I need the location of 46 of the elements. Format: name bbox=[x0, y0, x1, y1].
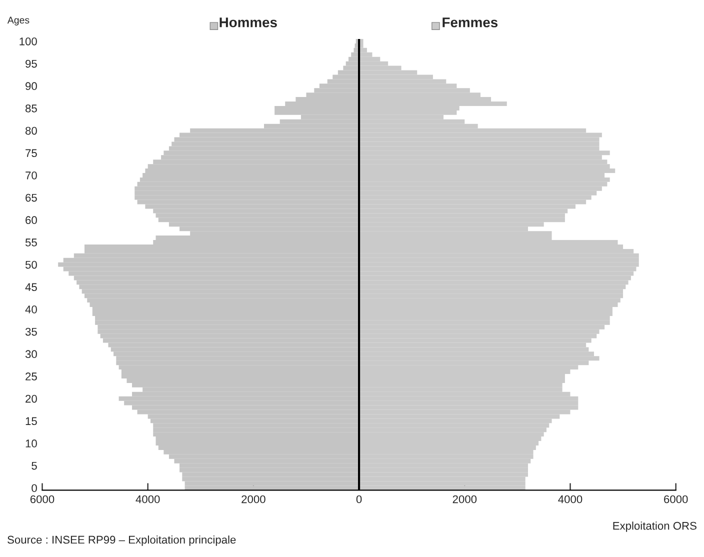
y-tick-label: 50 bbox=[25, 260, 37, 269]
bar bbox=[100, 334, 360, 338]
text: Exploitation ORS bbox=[613, 522, 696, 532]
bar bbox=[137, 200, 360, 204]
bar bbox=[359, 334, 597, 338]
y-tick-label: 35 bbox=[25, 328, 37, 336]
y-tick-label: 90 bbox=[26, 82, 37, 90]
y-tick-label: 95 bbox=[26, 60, 37, 68]
bar bbox=[359, 472, 528, 477]
x-tick-label: 4000 bbox=[136, 495, 160, 504]
y-axis-title: Ages bbox=[7, 16, 30, 26]
y-tick-label: 45 bbox=[25, 283, 37, 292]
y-tick-label: 10 bbox=[26, 440, 37, 448]
bar bbox=[184, 481, 360, 486]
y-tick-label: 100 bbox=[20, 37, 37, 46]
source-note: Source : INSEE RP99 – Exploitation principale bbox=[8, 536, 236, 546]
bar bbox=[359, 266, 636, 272]
x-tick-label: 2000 bbox=[452, 495, 477, 504]
bar bbox=[172, 142, 360, 146]
y-tick-label: 5 bbox=[32, 462, 37, 470]
bar bbox=[359, 132, 602, 138]
legend-label: Hommes bbox=[220, 18, 277, 28]
y-tick-label: 55 bbox=[25, 238, 37, 246]
bar bbox=[182, 472, 360, 477]
x-tick-label: 0 bbox=[356, 495, 362, 504]
x-tick-label: 4000 bbox=[558, 495, 582, 504]
x-tick-label: 2000 bbox=[242, 495, 266, 504]
bar bbox=[359, 405, 578, 410]
y-tick-label: 15 bbox=[26, 417, 37, 426]
y-tick-label: 40 bbox=[25, 306, 37, 314]
y-tick-label: 30 bbox=[25, 350, 37, 358]
y-tick-label: 65 bbox=[26, 194, 37, 202]
x-tick-label: 6000 bbox=[664, 495, 688, 504]
y-tick-label: 25 bbox=[26, 372, 37, 380]
x-tick-label: 6000 bbox=[30, 495, 54, 504]
legend-label: Femmes bbox=[442, 18, 498, 28]
y-tick-label: 60 bbox=[26, 216, 37, 224]
y-tick-label: 85 bbox=[26, 104, 37, 112]
y-tick-label: 75 bbox=[26, 149, 37, 158]
bar bbox=[359, 142, 600, 146]
bar bbox=[359, 276, 631, 280]
y-tick-label: 80 bbox=[26, 126, 37, 135]
y-tick-label: 20 bbox=[26, 394, 37, 403]
y-tick-label: 0 bbox=[32, 484, 37, 492]
y-tick-label: 70 bbox=[26, 172, 37, 180]
bar bbox=[359, 481, 526, 486]
